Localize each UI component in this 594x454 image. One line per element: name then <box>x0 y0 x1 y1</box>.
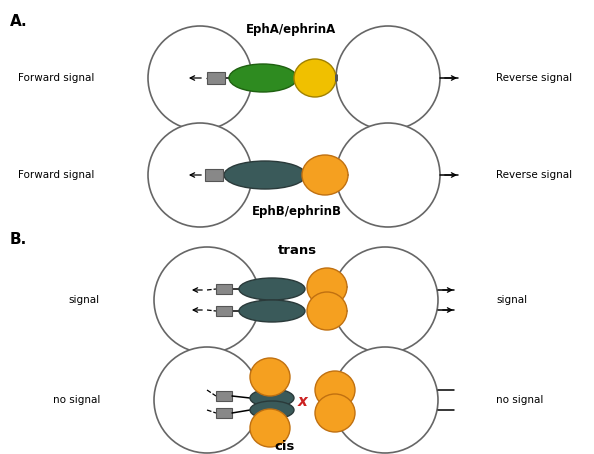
Circle shape <box>332 347 438 453</box>
Circle shape <box>148 26 252 130</box>
Ellipse shape <box>250 409 290 447</box>
Circle shape <box>336 123 440 227</box>
Circle shape <box>148 123 252 227</box>
Text: B.: B. <box>10 232 27 247</box>
Text: EphA/ephrinA: EphA/ephrinA <box>246 24 336 36</box>
Circle shape <box>154 347 260 453</box>
Circle shape <box>336 26 440 130</box>
Ellipse shape <box>307 292 347 330</box>
Ellipse shape <box>250 401 294 419</box>
Ellipse shape <box>250 389 294 407</box>
Text: signal: signal <box>496 295 527 305</box>
Bar <box>216 408 232 418</box>
Bar <box>216 306 232 316</box>
Ellipse shape <box>294 59 336 97</box>
Ellipse shape <box>224 161 306 189</box>
Ellipse shape <box>229 64 297 92</box>
Ellipse shape <box>250 358 290 396</box>
Text: A.: A. <box>10 14 28 29</box>
Text: no signal: no signal <box>53 395 100 405</box>
Ellipse shape <box>315 394 355 432</box>
Circle shape <box>154 247 260 353</box>
Text: x: x <box>298 394 308 409</box>
Ellipse shape <box>307 268 347 306</box>
Bar <box>205 169 223 181</box>
Text: Reverse signal: Reverse signal <box>496 170 572 180</box>
Bar <box>216 284 232 294</box>
Text: Forward signal: Forward signal <box>18 73 94 83</box>
Bar <box>207 72 225 84</box>
Circle shape <box>332 247 438 353</box>
Text: signal: signal <box>69 295 100 305</box>
Ellipse shape <box>239 300 305 322</box>
Text: no signal: no signal <box>496 395 544 405</box>
Bar <box>216 391 232 401</box>
Ellipse shape <box>239 278 305 300</box>
Ellipse shape <box>315 371 355 409</box>
Text: EphB/ephrinB: EphB/ephrinB <box>252 206 342 218</box>
Text: Forward signal: Forward signal <box>18 170 94 180</box>
Text: trans: trans <box>277 245 317 257</box>
Text: Reverse signal: Reverse signal <box>496 73 572 83</box>
Ellipse shape <box>302 155 348 195</box>
Text: cis: cis <box>275 439 295 453</box>
